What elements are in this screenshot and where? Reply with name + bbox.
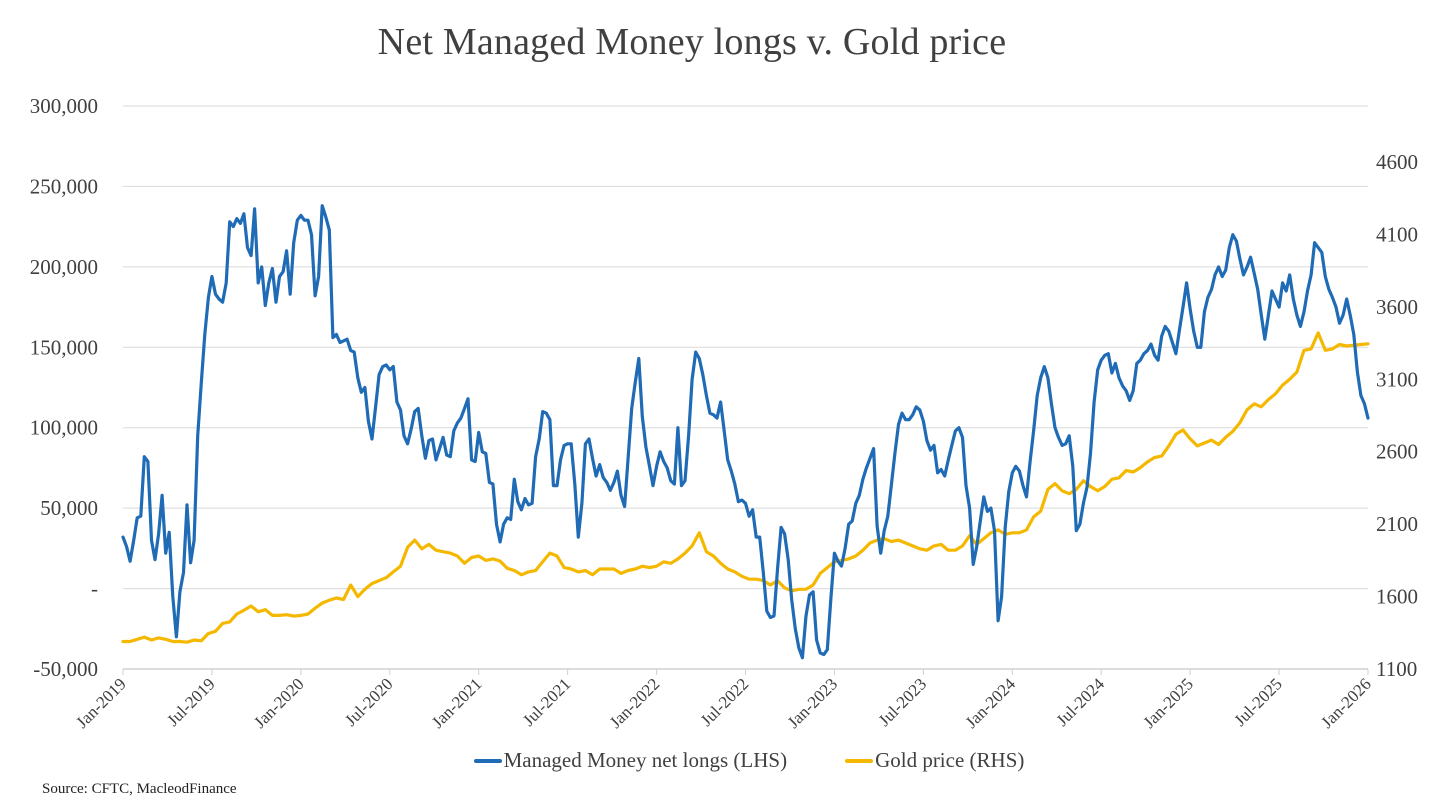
series-line-gold-price [121,331,1370,644]
y-left-tick-label: 150,000 [30,335,98,359]
legend-label-net-longs: Managed Money net longs (LHS) [503,748,788,772]
series-line-net-longs [121,204,1370,660]
x-tick-label: Jan-2020 [250,674,308,732]
y-right-tick-label: 4100 [1376,222,1418,246]
legend-label-gold-price: Gold price (RHS) [875,748,1025,772]
x-tick-label: Jan-2021 [428,674,486,732]
x-tick-label: Jul-2019 [163,674,219,730]
y-left-tick-label: 250,000 [30,174,98,198]
y-left-tick-label: 50,000 [40,496,98,520]
y-axis-right: 4600 4100 3600 3100 2600 2100 1600 1100 [1376,150,1418,681]
x-tick-label: Jan-2022 [606,674,664,732]
x-tick-label: Jan-2025 [1139,674,1197,732]
y-left-tick-label: -50,000 [33,657,98,681]
legend-swatch-net-longs [473,758,502,763]
x-tick-label: Jan-2026 [1317,674,1375,732]
x-tick-label: Jul-2023 [875,674,931,730]
x-tick-label: Jan-2023 [784,674,842,732]
y-right-tick-label: 4600 [1376,150,1418,174]
y-right-tick-label: 2100 [1376,512,1418,536]
x-tick-label: Jul-2024 [1053,674,1109,730]
x-tick-label: Jul-2021 [519,674,575,730]
x-axis: Jan-2019 Jul-2019 Jan-2020 Jul-2020 Jan-2021… [72,669,1375,732]
legend-swatch-gold-price [845,758,874,763]
chart-title: Net Managed Money longs v. Gold price [377,21,1007,63]
x-tick-label: Jul-2025 [1230,674,1286,730]
y-right-tick-label: 3600 [1376,295,1418,319]
y-left-tick-label: - [91,577,98,601]
x-tick-label: Jul-2022 [697,674,753,730]
legend: Managed Money net longs (LHS) Gold price… [0,748,1456,773]
x-tick-label: Jan-2024 [962,674,1020,732]
y-left-tick-label: 200,000 [30,255,98,279]
y-axis-left: 300,000 250,000 200,000 150,000 100,000 50,00… [30,94,98,681]
y-left-tick-label: 300,000 [30,94,98,118]
y-right-tick-label: 1100 [1376,657,1417,681]
y-left-tick-label: 100,000 [30,416,98,440]
x-tick-label: Jul-2020 [341,674,397,730]
x-tick-label: Jan-2019 [72,674,130,732]
series-layer [121,204,1370,660]
y-right-tick-label: 3100 [1376,367,1418,391]
y-right-tick-label: 2600 [1376,440,1418,464]
gridlines [123,105,1368,670]
source-note: Source: CFTC, MacleodFinance [42,781,237,797]
legend-item-gold-price: Gold price (RHS) [845,748,1024,773]
legend-item-net-longs: Managed Money net longs (LHS) [473,748,788,773]
y-right-tick-label: 1600 [1376,585,1418,609]
